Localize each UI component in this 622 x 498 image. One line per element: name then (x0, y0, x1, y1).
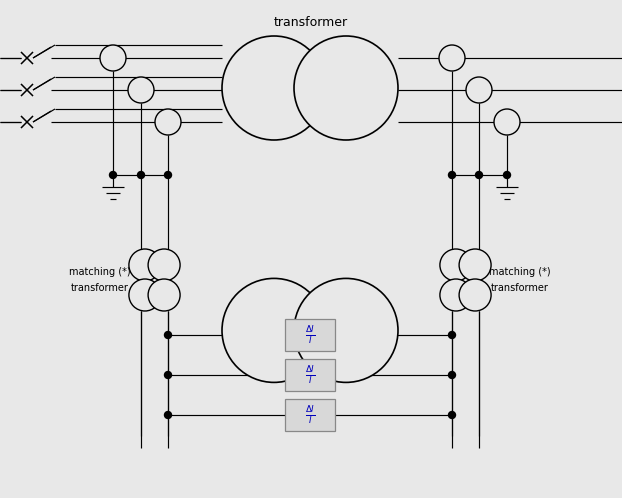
Circle shape (439, 45, 465, 71)
Circle shape (164, 171, 172, 178)
Circle shape (137, 171, 144, 178)
Circle shape (148, 249, 180, 281)
Circle shape (448, 411, 455, 418)
Circle shape (109, 171, 116, 178)
Text: $\frac{\Delta I}{I}$: $\frac{\Delta I}{I}$ (305, 404, 315, 426)
Circle shape (448, 372, 455, 378)
Circle shape (494, 109, 520, 135)
Text: $\frac{\Delta I}{I}$: $\frac{\Delta I}{I}$ (305, 364, 315, 386)
Circle shape (148, 279, 180, 311)
Circle shape (459, 249, 491, 281)
Circle shape (503, 171, 511, 178)
Circle shape (155, 109, 181, 135)
Circle shape (466, 77, 492, 103)
Circle shape (475, 171, 483, 178)
Circle shape (459, 279, 491, 311)
Circle shape (294, 278, 398, 382)
Text: transformer: transformer (491, 283, 549, 293)
Circle shape (164, 372, 172, 378)
Circle shape (129, 279, 161, 311)
Circle shape (448, 332, 455, 339)
Circle shape (222, 278, 326, 382)
Text: matching (*): matching (*) (489, 267, 551, 277)
Text: matching (*): matching (*) (69, 267, 131, 277)
FancyBboxPatch shape (285, 359, 335, 391)
FancyBboxPatch shape (285, 319, 335, 351)
Circle shape (440, 249, 472, 281)
Circle shape (294, 36, 398, 140)
Circle shape (448, 171, 455, 178)
Circle shape (440, 279, 472, 311)
Text: transformer: transformer (71, 283, 129, 293)
Circle shape (100, 45, 126, 71)
Text: transformer: transformer (274, 16, 348, 29)
Circle shape (164, 332, 172, 339)
FancyBboxPatch shape (285, 399, 335, 431)
Circle shape (129, 249, 161, 281)
Text: $\frac{\Delta I}{I}$: $\frac{\Delta I}{I}$ (305, 324, 315, 346)
Circle shape (222, 36, 326, 140)
Circle shape (128, 77, 154, 103)
Circle shape (164, 411, 172, 418)
